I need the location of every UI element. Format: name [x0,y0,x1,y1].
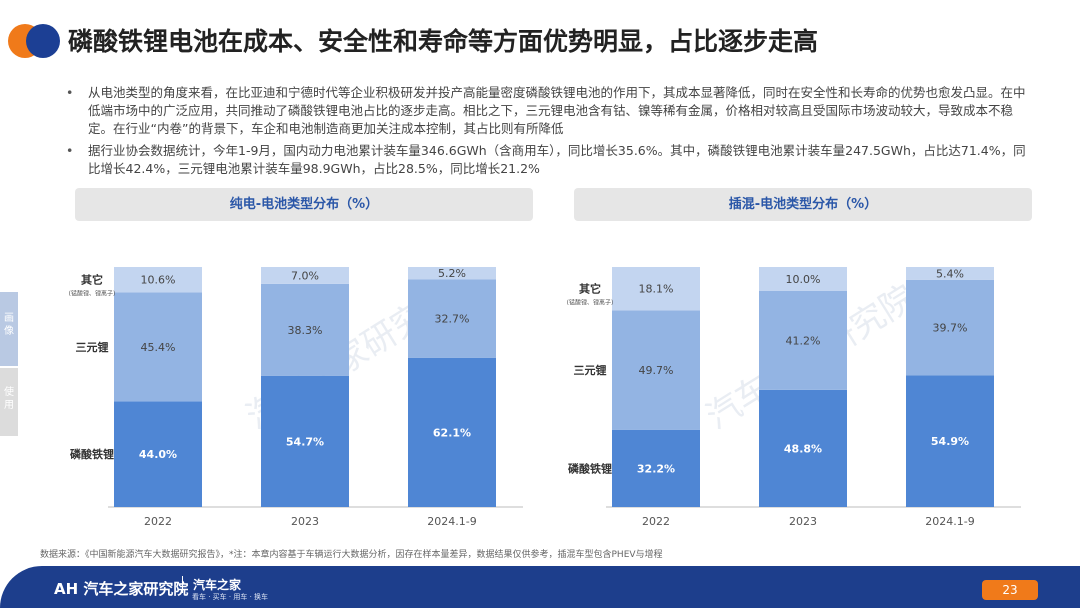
side-tag-portrait-label: 画像 [4,313,14,337]
data-label: 49.7% [639,364,674,377]
bar-segment-lfp [408,357,496,507]
data-label: 44.0% [139,448,177,461]
series-label: 磷酸铁锂 [70,447,114,461]
x-tick-label: 2022 [144,515,172,528]
data-label: 7.0% [291,269,319,282]
data-label: 54.7% [286,435,324,448]
x-tick-label: 2024.1-9 [925,515,974,528]
bullet-item: 据行业协会数据统计，今年1-9月，国内动力电池累计装车量346.6GWh（含商用… [66,142,1026,178]
data-label: 18.1% [639,283,674,296]
data-label: 10.6% [141,274,176,287]
data-label: 10.0% [786,273,821,286]
bar-segment-other [114,267,202,293]
data-label: 32.2% [637,462,675,475]
bar-segment-ternary [612,310,700,430]
series-label: 三元锂 [76,340,109,354]
bar-segment-ternary [114,292,202,402]
x-tick-label: 2024.1-9 [427,515,476,528]
blue-dot-icon [26,24,60,58]
bar-segment-other [261,267,349,284]
footer-logo: AH 汽车之家研究院 [54,580,189,598]
data-label: 38.3% [288,324,323,337]
logo-dots [8,24,60,58]
footer-bar [0,566,1080,608]
phev-chart-title: 插混-电池类型分布（%） [574,188,1032,221]
bev-battery-chart: 44.0% 45.4% 10.6% 2022 54.7% 38.3% 7.0% 2023 62.… [69,267,523,528]
bar-segment-ternary [261,283,349,376]
page-number: 23 [982,580,1038,600]
series-label: 三元锂 [574,363,607,377]
bev-chart-title: 纯电-电池类型分布（%） [75,188,533,221]
bar-segment-other [906,267,994,280]
bar-segment-other [408,267,496,280]
footer-brand: 汽车之家 [182,576,241,593]
footer-brand-sub: 看车 · 买车 · 用车 · 换车 [192,593,269,601]
data-label: 48.8% [784,442,822,455]
bar-segment-lfp [114,401,202,507]
side-tag-usage-label: 使用 [4,387,14,411]
data-label: 45.4% [141,341,176,354]
series-note: (锰酸锂、锂离子) [69,290,116,298]
data-label: 32.7% [435,313,470,326]
series-label: 其它 [81,273,103,287]
bar-segment-ternary [759,291,847,390]
bar-segment-lfp [906,375,994,507]
data-label: 5.2% [438,267,466,280]
series-label: 磷酸铁锂 [568,461,612,475]
bar-segment-other [759,267,847,291]
series-label: 其它 [579,282,601,296]
data-label: 41.2% [786,334,821,347]
bar-segment-ternary [906,279,994,376]
data-label: 5.4% [936,267,964,280]
bar-segment-lfp [759,389,847,507]
bullet-list: 从电池类型的角度来看，在比亚迪和宁德时代等企业积极研发并投产高能量密度磷酸铁锂电… [66,84,1026,182]
page-title: 磷酸铁锂电池在成本、安全性和寿命等方面优势明显，占比逐步走高 [68,27,819,56]
data-label: 62.1% [433,426,471,439]
series-note: (锰酸锂、锂离子) [567,299,614,307]
side-tag-portrait [0,292,18,366]
x-tick-label: 2023 [789,515,817,528]
source-note: 数据来源：《中国新能源汽车大数据研究报告》，*注：本章内容基于车辆运行大数据分析… [40,550,663,560]
data-label: 39.7% [933,322,968,335]
data-label: 54.9% [931,435,969,448]
bar-segment-other [612,267,700,311]
bar-segment-ternary [408,279,496,358]
phev-battery-chart: 32.2% 49.7% 18.1% 2022 48.8% 41.2% 10.0% 2023 54… [567,267,1021,528]
side-tag-usage [0,368,18,436]
bullet-item: 从电池类型的角度来看，在比亚迪和宁德时代等企业积极研发并投产高能量密度磷酸铁锂电… [66,84,1026,138]
x-tick-label: 2023 [291,515,319,528]
bar-segment-lfp [261,375,349,507]
bar-segment-lfp [612,429,700,507]
x-tick-label: 2022 [642,515,670,528]
